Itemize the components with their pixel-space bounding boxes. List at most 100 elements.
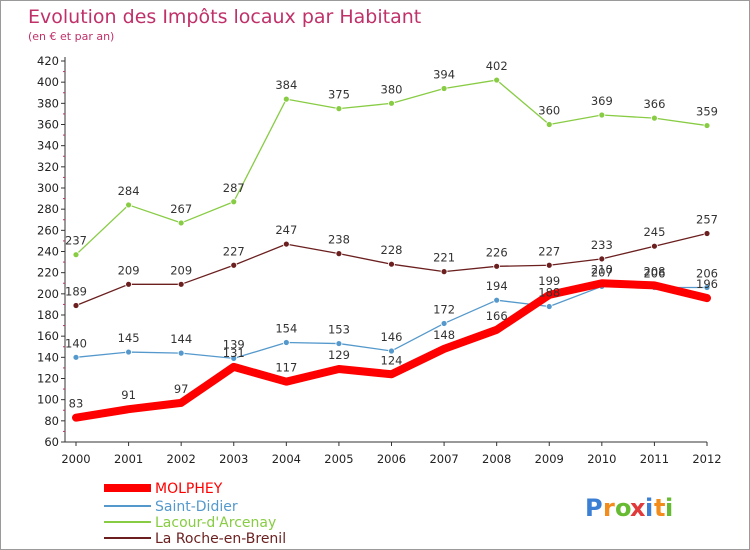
x-tick-label: 2011 [640, 452, 669, 466]
data-point [125, 201, 132, 209]
data-label: 210 [591, 262, 613, 276]
data-label: 166 [486, 309, 508, 323]
data-point [703, 230, 711, 237]
data-label: 91 [121, 388, 136, 402]
data-point [177, 280, 185, 288]
data-point [282, 339, 290, 346]
data-point [72, 251, 80, 259]
x-tick-label: 2009 [535, 452, 564, 466]
data-label: 153 [328, 323, 350, 337]
data-label: 366 [643, 97, 665, 111]
x-tick-label: 2006 [377, 452, 406, 466]
data-point [545, 303, 553, 310]
data-point [703, 122, 711, 129]
data-point [335, 340, 343, 347]
x-tick-label: 2012 [692, 452, 721, 466]
data-label: 267 [170, 202, 192, 216]
data-label: 227 [223, 244, 245, 258]
data-point [493, 296, 501, 304]
data-point [282, 95, 290, 103]
y-tick-label: 200 [37, 287, 59, 301]
y-tick-label: 180 [37, 308, 59, 322]
y-tick-label: 80 [44, 414, 59, 428]
x-tick-label: 2010 [587, 452, 616, 466]
data-label: 199 [538, 274, 560, 288]
y-tick-label: 220 [37, 266, 59, 280]
data-label: 154 [275, 322, 297, 336]
data-label: 194 [486, 279, 508, 293]
x-tick-label: 2005 [324, 452, 353, 466]
data-label: 140 [65, 336, 87, 350]
data-label: 145 [118, 331, 140, 345]
data-label: 188 [538, 286, 560, 300]
data-point [651, 114, 658, 122]
y-tick-label: 300 [37, 181, 59, 195]
legend-label: Saint-Didier [155, 499, 238, 515]
logo-letter: x [630, 494, 646, 522]
y-tick-label: 340 [37, 139, 59, 153]
y-tick-label: 420 [37, 54, 59, 68]
data-point [440, 85, 448, 92]
data-label: 209 [118, 263, 140, 277]
data-label: 206 [696, 266, 718, 280]
data-label: 233 [591, 238, 613, 252]
y-tick-label: 240 [37, 245, 59, 259]
data-label: 257 [696, 213, 718, 227]
x-tick-label: 2003 [219, 452, 248, 466]
data-point [282, 240, 290, 248]
data-label: 359 [696, 105, 718, 119]
data-point [72, 302, 80, 309]
data-label: 209 [170, 263, 192, 277]
data-label: 117 [275, 361, 297, 375]
logo-letter: o [615, 494, 632, 522]
data-point [545, 261, 553, 269]
data-label: 380 [381, 82, 403, 96]
data-point [177, 349, 185, 357]
data-point [545, 121, 553, 128]
data-label: 124 [381, 353, 403, 367]
y-tick-label: 60 [44, 435, 59, 449]
data-label: 402 [486, 59, 508, 73]
x-tick-label: 2008 [482, 452, 511, 466]
x-tick-label: 2002 [167, 452, 196, 466]
data-label: 131 [223, 346, 245, 360]
data-label: 226 [486, 245, 508, 259]
data-label: 144 [170, 332, 192, 346]
data-point [493, 76, 501, 84]
x-tick-label: 2007 [429, 452, 458, 466]
y-tick-label: 400 [37, 75, 59, 89]
data-point [388, 347, 395, 355]
y-tick-label: 260 [37, 223, 59, 237]
data-label: 228 [381, 243, 403, 257]
data-point [703, 284, 711, 291]
logo-letter: P [585, 494, 603, 522]
data-label: 97 [174, 382, 189, 396]
data-label: 238 [328, 233, 350, 247]
data-label: 369 [591, 94, 613, 108]
data-label: 146 [381, 330, 403, 344]
data-label: 129 [328, 348, 350, 362]
data-labels: 237 284 267 287 384 375 380 394 402 360 369 366 359 1… [65, 59, 718, 411]
data-label: 245 [643, 225, 665, 239]
legend-label: MOLPHEY [155, 481, 223, 497]
y-tick-label: 280 [37, 202, 59, 216]
series-line-0 [72, 279, 711, 422]
data-label: 189 [65, 284, 87, 298]
y-tick-label: 380 [37, 96, 59, 110]
data-point [440, 268, 448, 276]
data-point [230, 354, 238, 362]
data-point [177, 219, 185, 227]
data-point [335, 105, 343, 113]
x-tick-label: 2000 [61, 452, 90, 466]
data-label: 206 [643, 266, 665, 280]
data-label: 83 [69, 397, 84, 411]
y-tick-label: 140 [37, 350, 59, 364]
data-point [388, 260, 395, 268]
legend-label: La Roche-en-Brenil [155, 531, 286, 547]
data-point [125, 280, 132, 288]
data-label: 247 [275, 223, 297, 237]
y-tick-label: 100 [37, 393, 59, 407]
y-tick-label: 120 [37, 372, 59, 386]
